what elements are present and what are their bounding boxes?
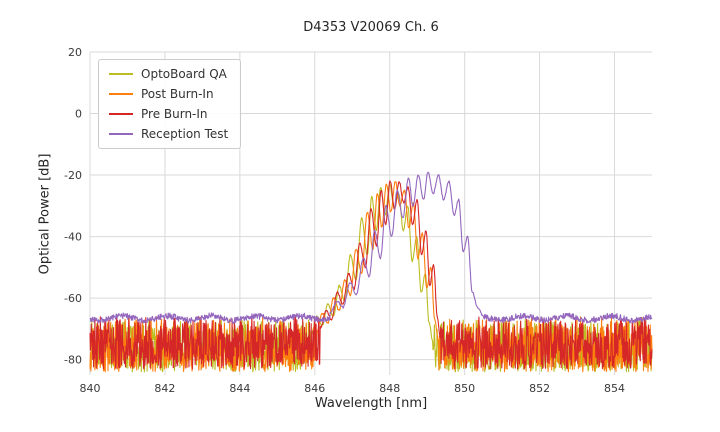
x-tick-label: 844 <box>229 382 250 395</box>
y-tick-label: -60 <box>64 292 82 305</box>
y-tick-label: -40 <box>64 231 82 244</box>
x-tick-label: 840 <box>80 382 101 395</box>
x-tick-label: 854 <box>604 382 625 395</box>
legend-item: Reception Test <box>109 127 228 141</box>
x-tick-label: 842 <box>154 382 175 395</box>
x-tick-label: 846 <box>304 382 325 395</box>
legend: OptoBoard QA Post Burn-In Pre Burn-In Recep… <box>98 59 242 149</box>
y-tick-label: 20 <box>68 46 82 59</box>
y-tick-label: 0 <box>75 108 82 121</box>
legend-label: Pre Burn-In <box>141 107 208 121</box>
legend-item: Post Burn-In <box>109 87 228 101</box>
x-axis-label: Wavelength [nm] <box>314 396 428 411</box>
x-tick-label: 852 <box>529 382 550 395</box>
x-tick-label: 850 <box>454 382 475 395</box>
chart-title: D4353 V20069 Ch. 6 <box>303 20 439 35</box>
series-line-2 <box>89 180 653 370</box>
y-tick-label: -20 <box>64 169 82 182</box>
legend-label: Post Burn-In <box>141 87 214 101</box>
y-tick-label: -80 <box>64 354 82 367</box>
legend-line-swatch <box>109 133 133 135</box>
legend-item: OptoBoard QA <box>109 67 228 81</box>
series-line-1 <box>89 181 653 373</box>
legend-label: OptoBoard QA <box>141 67 227 81</box>
series-line-3 <box>89 171 653 324</box>
legend-line-swatch <box>109 113 133 115</box>
legend-line-swatch <box>109 93 133 95</box>
legend-label: Reception Test <box>141 127 229 141</box>
legend-line-swatch <box>109 73 133 75</box>
x-tick-label: 848 <box>379 382 400 395</box>
legend-item: Pre Burn-In <box>109 107 228 121</box>
